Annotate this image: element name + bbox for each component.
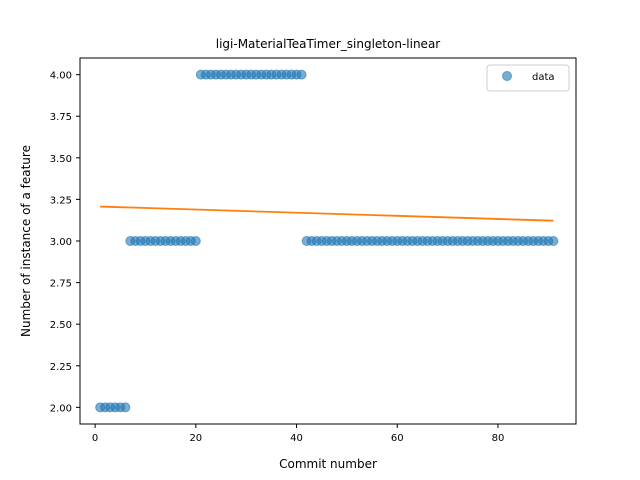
chart-title: ligi-MaterialTeaTimer_singleton-linear [216, 37, 441, 51]
plot-area [95, 69, 559, 413]
x-tick-label: 20 [189, 433, 202, 444]
x-tick-label: 60 [391, 433, 404, 444]
y-tick-label: 2.25 [50, 362, 72, 373]
legend-box [486, 64, 570, 92]
trend-line [100, 205, 554, 222]
y-tick-label: 4.00 [50, 71, 72, 82]
legend: data [486, 64, 570, 92]
y-axis-label: Number of instance of a feature [19, 145, 33, 337]
y-tick-label: 3.75 [50, 112, 72, 123]
legend-marker [502, 71, 512, 81]
data-point [120, 402, 131, 413]
x-axis-label: Commit number [279, 457, 377, 471]
y-tick-label: 3.50 [50, 154, 72, 165]
x-tick-label: 80 [492, 433, 505, 444]
y-axis: 2.00 2.25 2.50 2.75 3.00 3.25 3.50 3.75 4.00 [50, 71, 80, 414]
legend-label: data [532, 72, 555, 83]
y-tick-label: 3.00 [50, 237, 72, 248]
data-point [296, 69, 307, 80]
y-tick-label: 2.00 [50, 403, 72, 414]
y-tick-label: 2.75 [50, 279, 72, 290]
x-axis: 0 20 40 60 80 [92, 424, 504, 444]
y-tick-label: 3.25 [50, 195, 72, 206]
x-tick-label: 40 [290, 433, 303, 444]
data-point [548, 236, 559, 246]
y-tick-label: 2.50 [50, 320, 72, 331]
x-tick-label: 0 [92, 433, 98, 444]
data-point [190, 236, 201, 246]
